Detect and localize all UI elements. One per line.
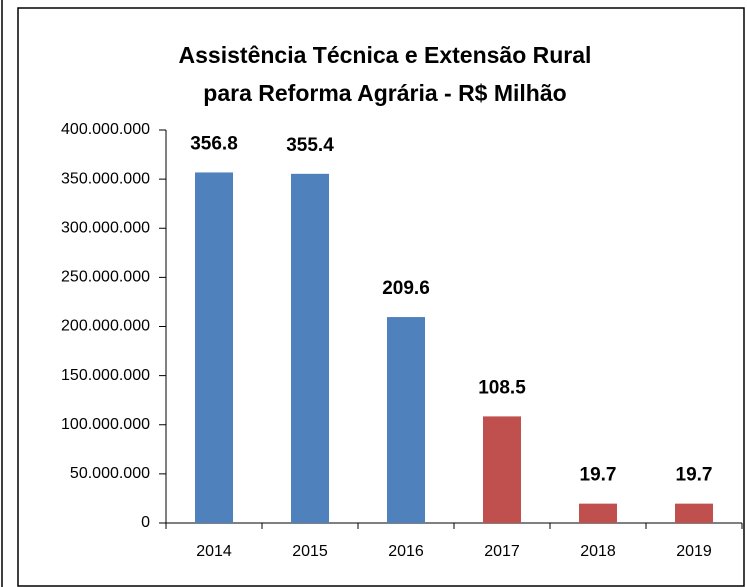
data-label: 356.8 [190,133,238,154]
y-tick-label: 250.000.000 [61,269,150,286]
chart-frame [17,7,745,587]
bar [483,416,521,523]
y-tick-label: 200.000.000 [61,318,150,335]
y-tick-label: 100.000.000 [61,416,150,433]
data-label: 19.7 [580,465,617,486]
chart-title: Assistência Técnica e Extensão Rural [179,42,592,68]
data-label: 355.4 [286,135,334,156]
data-label: 19.7 [676,465,713,486]
x-tick-label: 2017 [484,543,520,560]
y-tick-label: 0 [141,514,150,531]
data-label: 209.6 [382,278,430,299]
x-tick-label: 2019 [676,543,712,560]
chart-title: para Reforma Agrária - R$ Milhão [203,80,566,106]
y-tick-label: 350.000.000 [61,170,150,187]
y-tick-label: 300.000.000 [61,219,150,236]
bar [195,172,233,523]
bar [291,173,329,523]
x-tick-label: 2016 [388,543,424,560]
x-tick-label: 2018 [580,543,616,560]
bar [675,503,713,523]
bar [579,503,617,523]
x-tick-label: 2014 [196,543,232,560]
y-tick-label: 150.000.000 [61,367,150,384]
y-tick-label: 400.000.000 [61,121,150,138]
x-tick-label: 2015 [292,543,328,560]
data-label: 108.5 [478,377,526,398]
bar [387,317,425,523]
y-tick-label: 50.000.000 [70,465,150,482]
